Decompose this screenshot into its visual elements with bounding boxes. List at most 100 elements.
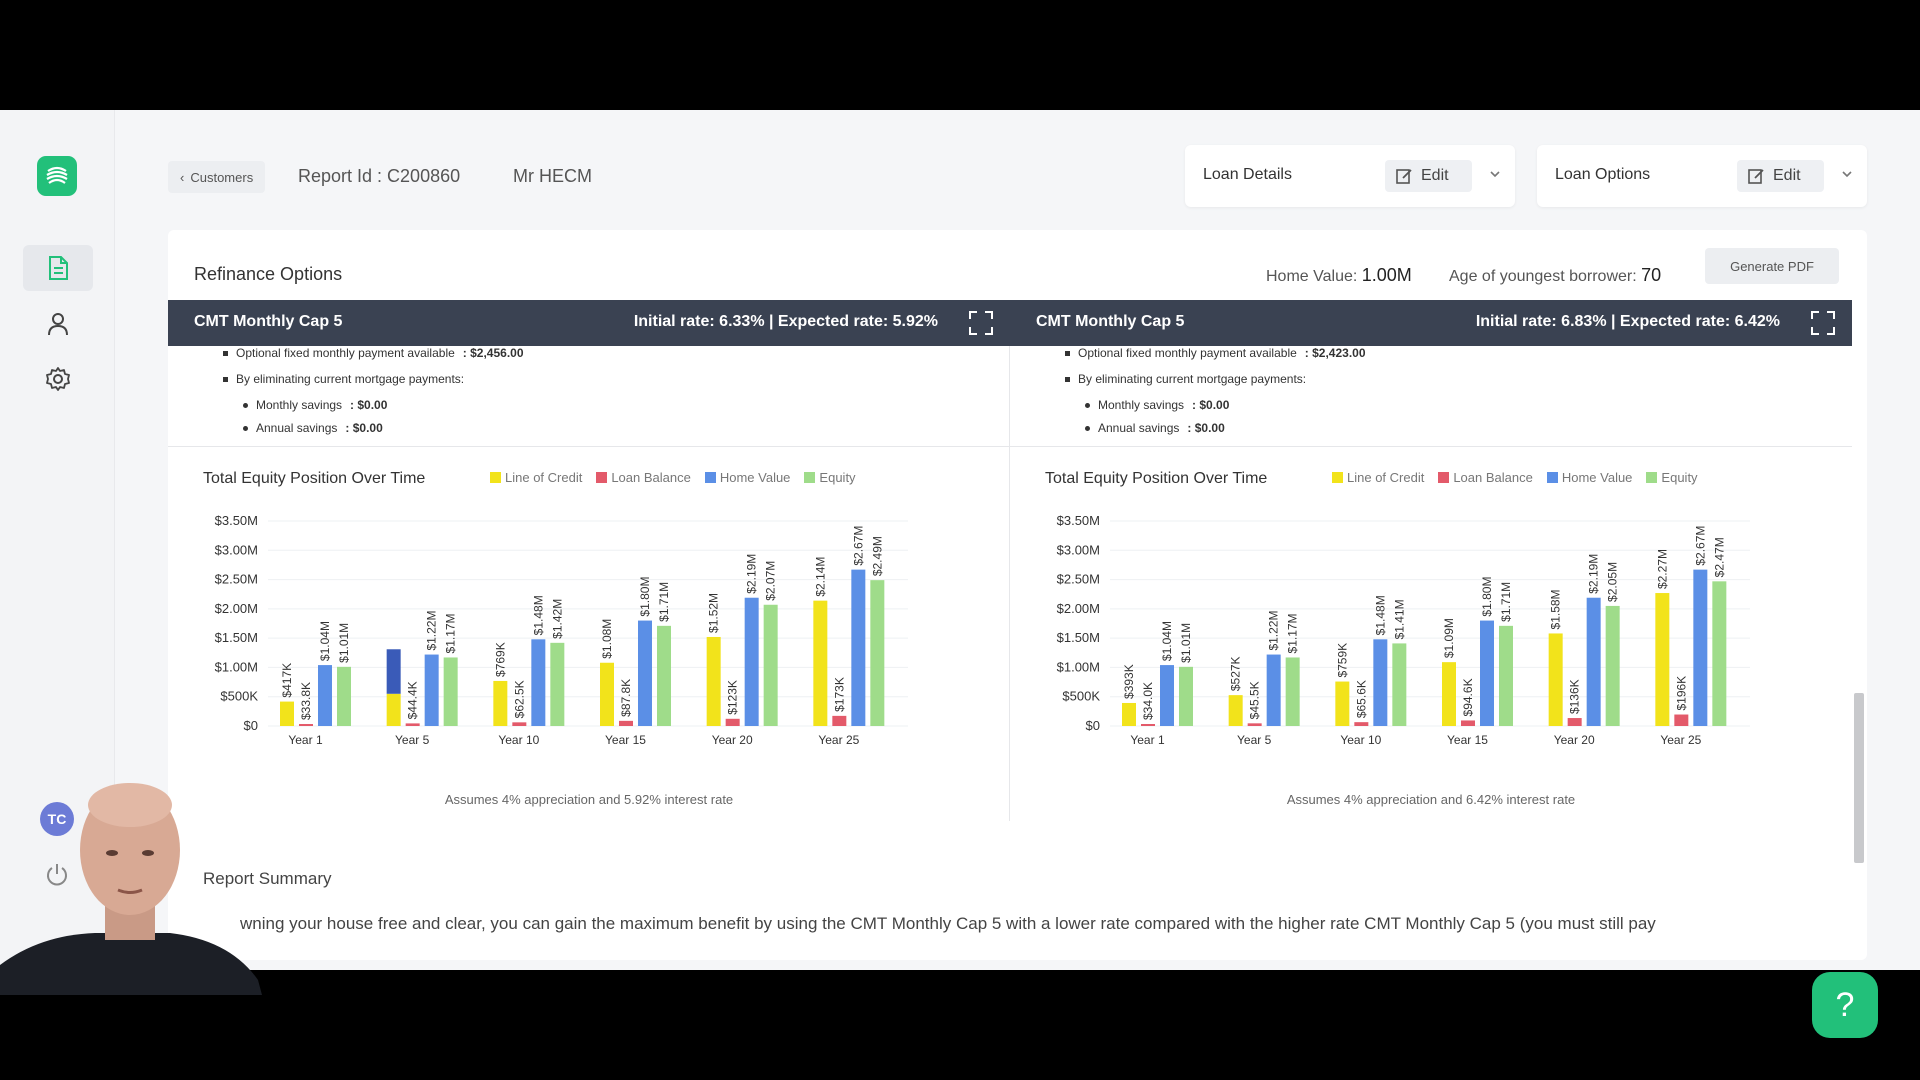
home-value-amount: 1.00M: [1361, 265, 1412, 285]
expand-icon[interactable]: [968, 310, 994, 336]
bar-home-value[interactable]: [1586, 597, 1601, 726]
bar-home-value[interactable]: [531, 639, 546, 726]
bar-line-of-credit[interactable]: [706, 636, 721, 726]
bar-home-value[interactable]: [1373, 639, 1388, 726]
bar-line-of-credit[interactable]: [813, 600, 828, 726]
bar-line-of-credit[interactable]: [1442, 662, 1456, 726]
bar-equity[interactable]: [870, 580, 885, 726]
bar-home-value[interactable]: [638, 620, 652, 726]
legend-item[interactable]: Loan Balance: [1438, 470, 1533, 485]
bar-line-of-credit[interactable]: [280, 701, 294, 726]
bar-loan-balance[interactable]: [1567, 718, 1582, 726]
bar-loan-balance[interactable]: [1247, 723, 1262, 726]
power-button[interactable]: [44, 862, 70, 893]
bar-home-value[interactable]: [424, 654, 439, 726]
x-tick-label: Year 15: [1447, 733, 1488, 747]
bar-equity[interactable]: [337, 666, 351, 726]
data-label: $65.6K: [1354, 680, 1368, 718]
legend-item[interactable]: Line of Credit: [1332, 470, 1424, 485]
bar-loan-balance[interactable]: [725, 718, 740, 726]
loan-details-title: Loan Details: [1203, 166, 1292, 183]
panel-name: CMT Monthly Cap 5: [194, 313, 343, 330]
legend-item[interactable]: Equity: [1646, 470, 1698, 485]
bar-equity[interactable]: [443, 657, 458, 726]
legend-item[interactable]: Line of Credit: [490, 470, 582, 485]
bar-line-of-credit[interactable]: [1335, 681, 1350, 726]
bar-equity[interactable]: [1605, 605, 1620, 726]
y-tick-label: $500K: [1062, 689, 1100, 704]
bar-equity[interactable]: [657, 625, 671, 726]
section-title: Refinance Options: [194, 264, 343, 284]
loan-options-edit-button[interactable]: Edit: [1737, 160, 1824, 192]
bar-home-value[interactable]: [851, 569, 866, 726]
bar-line-of-credit[interactable]: [493, 680, 508, 726]
nav-settings[interactable]: [23, 356, 93, 402]
bar-equity[interactable]: [1712, 581, 1727, 726]
data-label: $2.49M: [870, 536, 884, 576]
bar-equity[interactable]: [550, 642, 565, 726]
legend-item[interactable]: Home Value: [704, 470, 790, 485]
expand-icon[interactable]: [1810, 310, 1836, 336]
data-label: $45.5K: [1248, 681, 1262, 719]
bar-loan-balance[interactable]: [1674, 714, 1689, 726]
y-tick-label: $3.00M: [1057, 542, 1100, 557]
bar-line-of-credit[interactable]: [1228, 695, 1243, 726]
bar-loan-balance[interactable]: [1141, 724, 1155, 726]
age-value: 70: [1641, 265, 1662, 285]
y-tick-label: $1.50M: [215, 630, 258, 645]
legend-item[interactable]: Equity: [804, 470, 856, 485]
legend-label: Home Value: [1561, 470, 1633, 485]
nav-reports[interactable]: [23, 245, 93, 291]
bar-home-value[interactable]: [1693, 569, 1708, 726]
scrollbar-thumb[interactable]: [1854, 693, 1864, 863]
bar-equity[interactable]: [1285, 657, 1300, 726]
bar-loan-balance[interactable]: [1461, 720, 1475, 726]
chart-footnote: Assumes 4% appreciation and 5.92% intere…: [444, 792, 734, 807]
data-label: $1.17M: [444, 613, 458, 653]
bar-loan-balance[interactable]: [512, 722, 527, 726]
edit-icon: [1748, 169, 1764, 184]
bar-equity[interactable]: [1499, 625, 1513, 726]
breadcrumb-customers[interactable]: ‹ Customers: [168, 161, 266, 193]
data-label: $1.22M: [1267, 611, 1281, 651]
bar-loan-balance[interactable]: [299, 724, 313, 726]
legend-label: Loan Balance: [1453, 470, 1533, 485]
bullet-annual-savings: Annual savings : $0.00: [243, 421, 383, 435]
bullet-label: Optional fixed monthly payment available: [1078, 346, 1297, 360]
bar-home-value[interactable]: [744, 597, 759, 726]
bar-home-value[interactable]: [1480, 620, 1494, 726]
bar-line-of-credit[interactable]: [1122, 702, 1136, 726]
bar-loan-balance[interactable]: [619, 720, 633, 726]
bar-line-of-credit[interactable]: [600, 662, 614, 726]
bar-loan-balance[interactable]: [405, 723, 420, 726]
generate-pdf-button[interactable]: Generate PDF: [1705, 248, 1839, 284]
bar-equity[interactable]: [1179, 666, 1193, 726]
sidebar: TC: [0, 110, 115, 970]
panel-rates: Initial rate: 6.33% | Expected rate: 5.9…: [633, 313, 938, 330]
bar-home-value[interactable]: [1266, 654, 1281, 726]
bar-loan-balance[interactable]: [832, 715, 847, 726]
legend-item[interactable]: Home Value: [1546, 470, 1633, 485]
bar-line-of-credit[interactable]: [1548, 633, 1563, 726]
bar-equity[interactable]: [763, 604, 778, 726]
bar-line-of-credit[interactable]: [1655, 593, 1670, 726]
nav-customers[interactable]: [23, 301, 93, 347]
app-logo[interactable]: [37, 156, 77, 196]
bar-loan-balance[interactable]: [1354, 722, 1369, 726]
bullet-label: Monthly savings: [1098, 398, 1185, 412]
chevron-down-icon[interactable]: [1840, 167, 1854, 181]
help-button[interactable]: ?: [1812, 972, 1878, 1038]
legend-item[interactable]: Loan Balance: [596, 470, 691, 485]
bullet-annual-savings: Annual savings : $0.00: [1085, 421, 1225, 435]
data-label: $2.27M: [1655, 549, 1669, 589]
bar-line-of-credit[interactable]: [386, 693, 401, 726]
bar-highlighted[interactable]: [386, 649, 401, 694]
loan-details-edit-button[interactable]: Edit: [1385, 160, 1472, 192]
data-label: $1.58M: [1549, 589, 1563, 629]
bar-home-value[interactable]: [318, 665, 332, 726]
x-tick-label: Year 5: [1237, 733, 1272, 747]
user-avatar[interactable]: TC: [40, 802, 74, 836]
bar-equity[interactable]: [1392, 643, 1407, 726]
bar-home-value[interactable]: [1160, 665, 1174, 726]
chevron-down-icon[interactable]: [1488, 167, 1502, 181]
